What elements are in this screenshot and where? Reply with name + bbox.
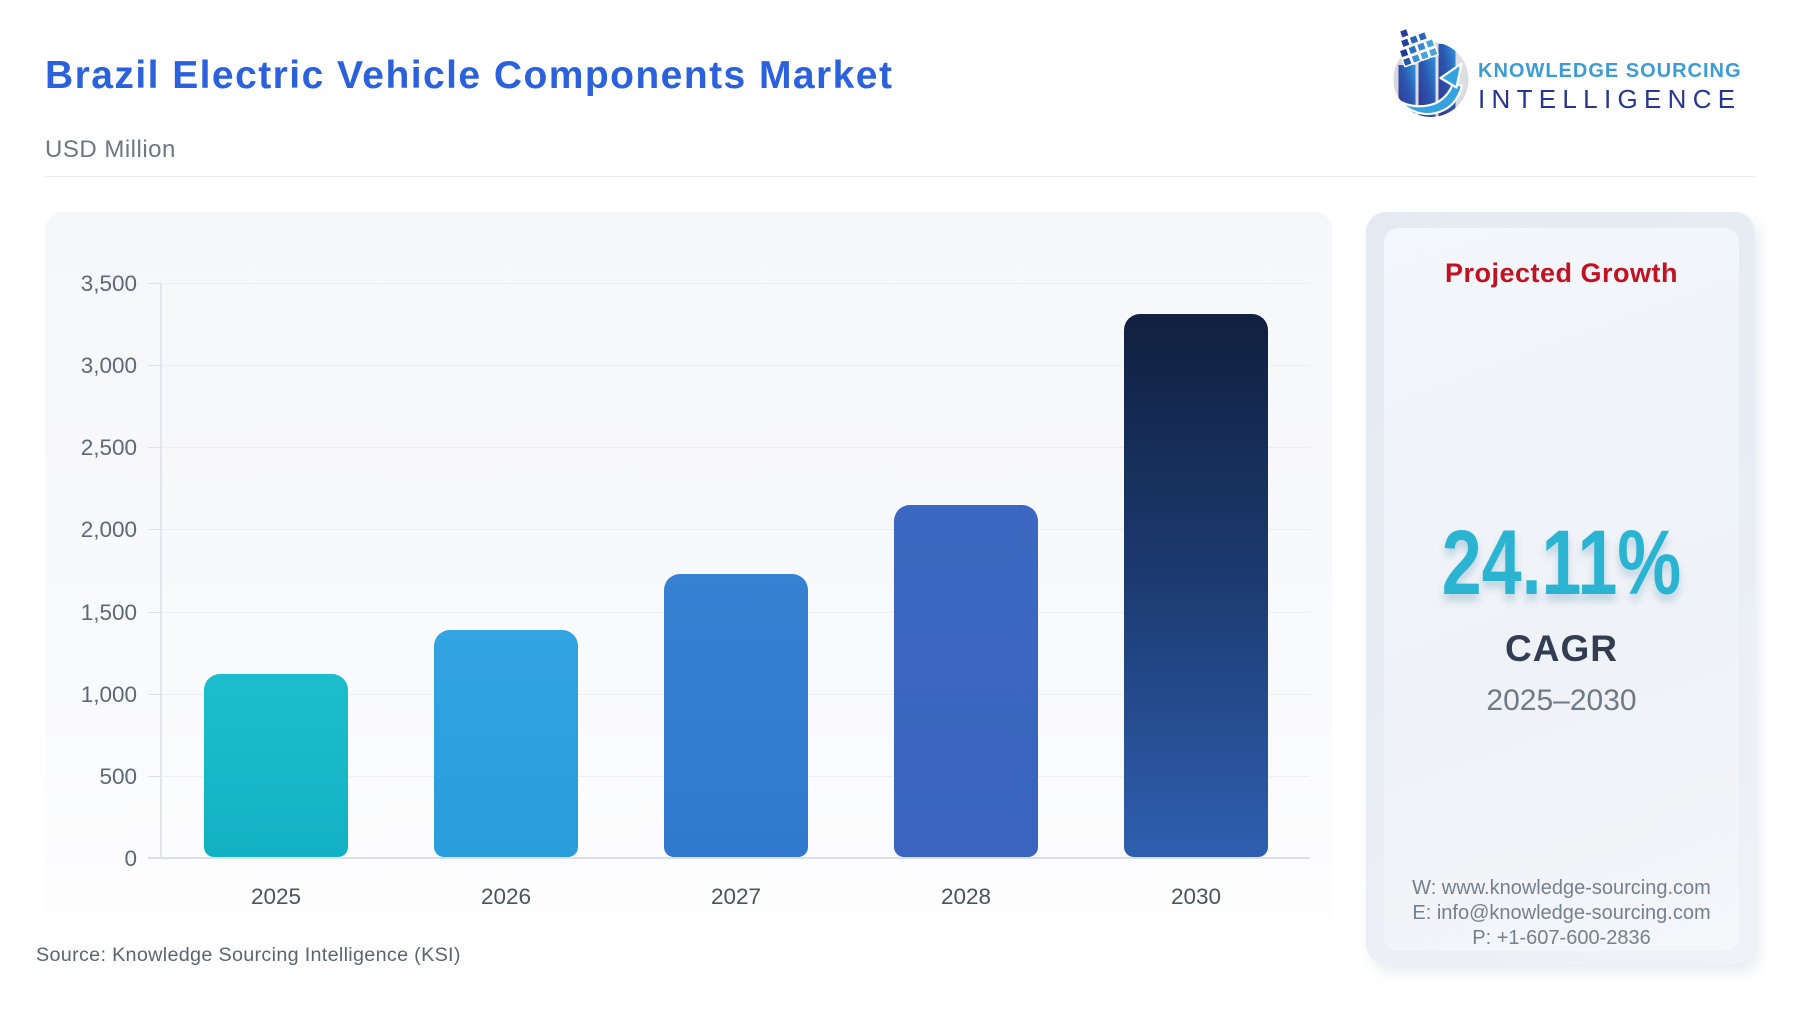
svg-text:INTELLIGENCE: INTELLIGENCE [1478, 84, 1741, 114]
svg-text:KNOWLEDGE SOURCING: KNOWLEDGE SOURCING [1478, 60, 1742, 82]
